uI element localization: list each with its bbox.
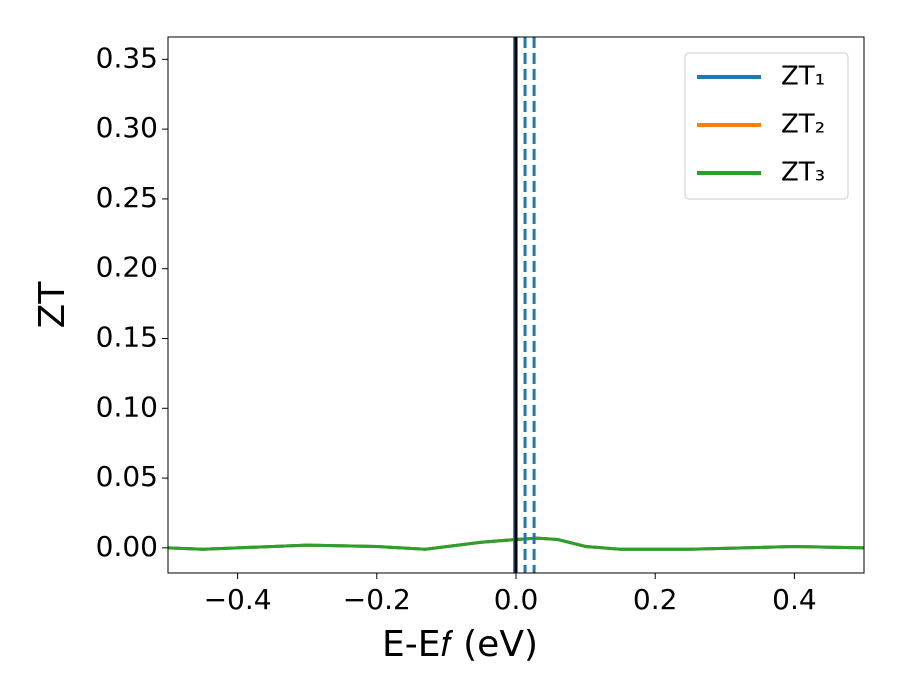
- x-tick-label: −0.2: [343, 583, 411, 616]
- x-tick-label: 0.4: [772, 583, 817, 616]
- legend-box: [684, 52, 849, 200]
- y-tick-label: 0.15: [96, 321, 158, 354]
- y-tick-label: 0.20: [96, 251, 158, 284]
- x-tick-label: −0.4: [204, 583, 272, 616]
- legend-label: ZT₁: [781, 62, 825, 92]
- y-tick-label: 0.00: [96, 530, 158, 563]
- y-tick-label: 0.05: [96, 460, 158, 493]
- legend-label: ZT₃: [781, 158, 825, 188]
- y-axis-label: ZT: [32, 281, 73, 329]
- y-tick-label: 0.30: [96, 111, 158, 144]
- x-axis-label: E-E𝑓 (eV): [382, 624, 538, 665]
- y-tick-label: 0.35: [96, 41, 158, 74]
- plot-frame: [167, 36, 865, 574]
- x-tick-label: 0.0: [494, 583, 539, 616]
- x-tick-label: 0.2: [633, 583, 678, 616]
- y-tick-label: 0.10: [96, 390, 158, 423]
- y-tick-label: 0.25: [96, 181, 158, 214]
- legend-label: ZT₂: [781, 110, 825, 140]
